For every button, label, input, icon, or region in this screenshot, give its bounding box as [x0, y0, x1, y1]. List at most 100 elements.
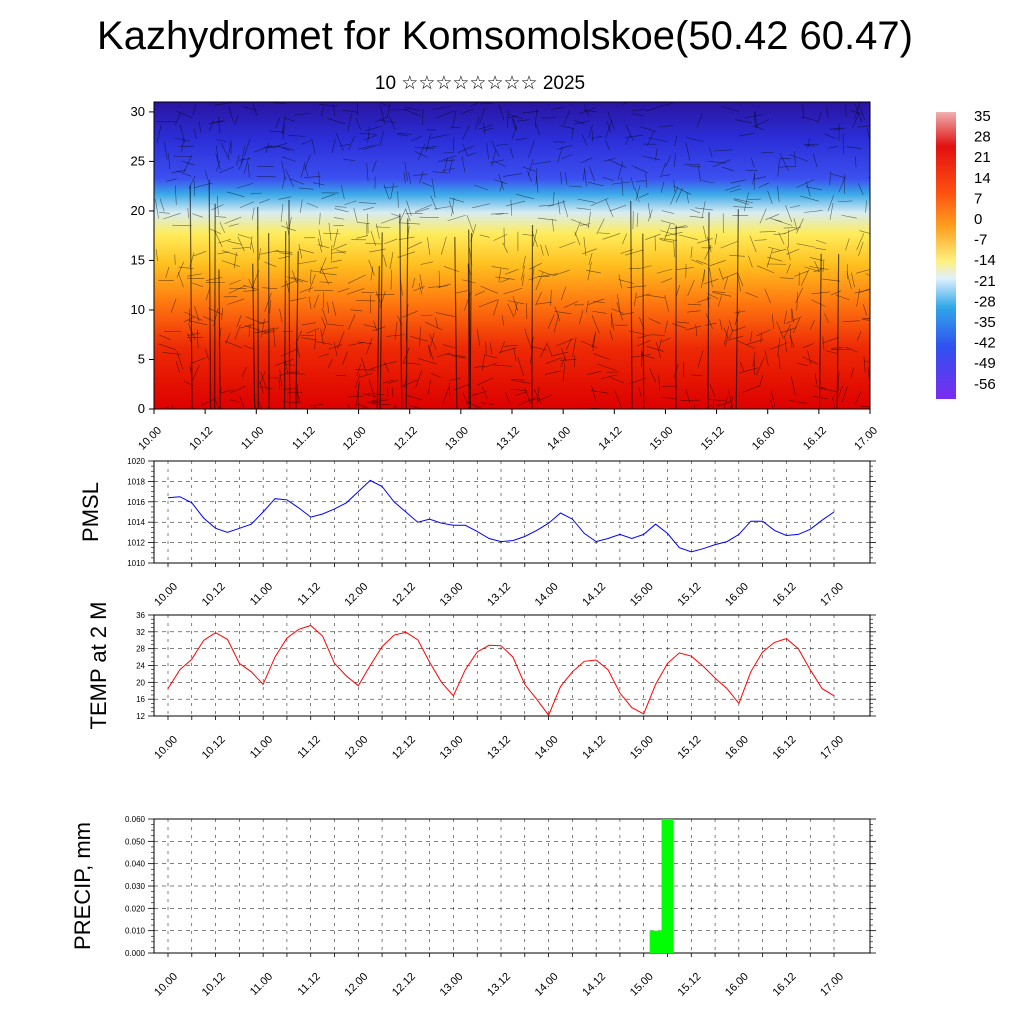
wind-barb — [503, 287, 523, 295]
wind-barb — [437, 352, 451, 358]
wind-barb — [735, 119, 752, 124]
wind-barb — [394, 321, 398, 340]
wind-barb — [327, 118, 346, 125]
wind-barb — [764, 288, 771, 304]
wind-barb — [703, 278, 719, 285]
x-tick-label: 14.00 — [545, 425, 573, 453]
wind-barb — [258, 248, 261, 261]
wind-barb — [363, 134, 378, 141]
x-tick-label: 10.00 — [152, 971, 180, 999]
wind-barb — [832, 396, 836, 409]
wind-barb — [259, 381, 264, 394]
wind-barb — [737, 272, 744, 287]
wind-barb — [435, 312, 455, 318]
wind-barb — [280, 349, 297, 357]
wind-barb — [384, 362, 389, 372]
wind-barb — [371, 160, 377, 173]
wind-barb-column — [818, 253, 822, 409]
wind-barb — [462, 392, 468, 405]
x-tick-label: 10.12 — [200, 734, 228, 762]
wind-barb — [647, 131, 654, 146]
wind-barb-column — [399, 213, 403, 409]
x-tick-label: 10.12 — [200, 581, 228, 609]
wind-barb — [296, 330, 302, 342]
wind-barb — [605, 119, 613, 139]
wind-barb — [510, 388, 527, 391]
wind-barb — [232, 247, 250, 250]
wind-barb — [602, 233, 621, 240]
wind-barb — [191, 364, 200, 381]
wind-barb — [563, 110, 571, 125]
wind-barb — [442, 344, 456, 349]
wind-barb — [337, 288, 350, 293]
wind-barb — [545, 357, 563, 364]
wind-barb — [291, 270, 298, 283]
wind-barb — [461, 156, 466, 173]
wind-barb — [550, 351, 569, 357]
wind-barb — [330, 245, 333, 261]
wind-barb — [347, 113, 352, 132]
colorbar-label: -42 — [974, 335, 996, 352]
wind-barb — [794, 270, 809, 277]
wind-barb — [359, 133, 377, 135]
wind-barb — [332, 104, 336, 117]
wind-barb — [739, 367, 758, 374]
wind-barb — [452, 137, 455, 152]
wind-barb — [776, 321, 784, 339]
wind-barb — [485, 341, 487, 354]
wind-barb — [635, 185, 641, 201]
wind-barb — [576, 207, 592, 210]
x-tick-label: 11.12 — [290, 425, 317, 452]
x-tick-label: 16.12 — [771, 734, 799, 762]
wind-barb — [638, 193, 649, 199]
y-tick-label: 1018 — [127, 477, 145, 486]
wind-barb — [714, 233, 718, 245]
wind-barb — [815, 239, 827, 244]
wind-barb — [826, 350, 838, 354]
wind-barb — [243, 345, 254, 350]
wind-barb — [299, 199, 303, 214]
wind-barb — [387, 103, 391, 117]
wind-barb — [213, 308, 219, 327]
wind-barb — [691, 374, 703, 377]
wind-barb — [817, 112, 822, 124]
precip-panel: 0.000 0.010 0.020 0.030 0.040 0.050 0.060 10.00… — [70, 815, 876, 999]
wind-barb — [481, 353, 486, 371]
wind-barb — [837, 371, 840, 391]
wind-barb — [578, 309, 584, 325]
wind-barb — [224, 216, 242, 225]
wind-barb — [718, 267, 724, 281]
wind-barb — [863, 356, 866, 373]
wind-barb — [720, 241, 738, 249]
wind-barb — [528, 398, 540, 401]
wind-barb — [783, 226, 802, 235]
wind-barb — [310, 270, 322, 273]
wind-barb — [366, 163, 369, 181]
wind-barb — [846, 146, 862, 150]
wind-barb — [777, 186, 780, 203]
wind-barb — [260, 319, 265, 338]
colorbar-label: 21 — [974, 149, 991, 166]
wind-barb — [818, 387, 837, 392]
wind-barb — [590, 390, 609, 394]
wind-barb — [421, 314, 433, 317]
wind-barb — [494, 161, 506, 167]
wind-barb — [803, 210, 823, 213]
y-tick-label: 0.030 — [125, 882, 146, 891]
wind-barb — [319, 281, 333, 283]
wind-barb — [268, 145, 280, 149]
wind-barb — [165, 266, 170, 278]
wind-barb — [507, 300, 525, 305]
wind-barb — [507, 115, 519, 119]
wind-barb — [778, 354, 781, 370]
wind-barb — [540, 342, 548, 358]
temperature-field — [154, 102, 870, 409]
wind-barb — [709, 384, 716, 397]
wind-barb — [187, 273, 202, 277]
wind-barb — [538, 204, 553, 207]
wind-barb — [297, 260, 317, 265]
wind-barb — [709, 267, 713, 288]
wind-barb — [518, 396, 537, 406]
wind-barb — [656, 268, 673, 274]
wind-barb — [187, 333, 192, 344]
